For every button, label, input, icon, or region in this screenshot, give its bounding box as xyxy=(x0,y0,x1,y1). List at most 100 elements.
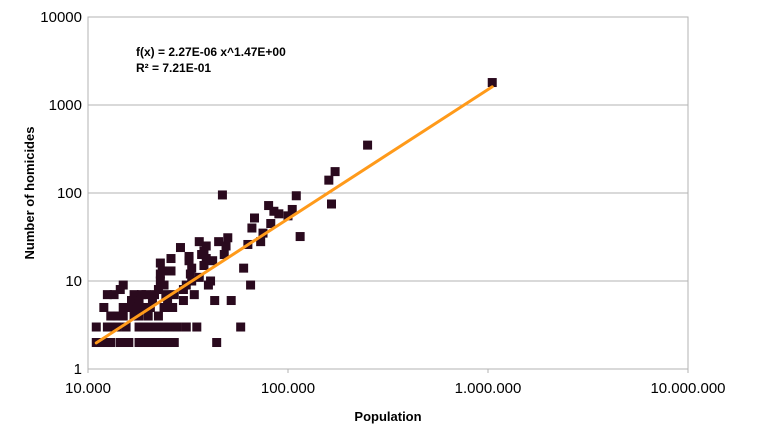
y-axis-tick-labels: 1 10 100 1000 10000 xyxy=(40,9,82,378)
data-point xyxy=(149,290,159,300)
data-point xyxy=(106,311,116,321)
data-point xyxy=(291,191,301,201)
data-point xyxy=(151,322,161,332)
data-point xyxy=(151,338,161,348)
data-point xyxy=(163,296,173,306)
data-point xyxy=(106,322,116,332)
trendline-equation: f(x) = 2.27E-06 x^1.47E+00 xyxy=(136,45,286,59)
data-point xyxy=(239,263,249,273)
data-point xyxy=(106,338,116,348)
data-point xyxy=(208,256,218,266)
data-point xyxy=(109,290,119,300)
y-tick-label: 10000 xyxy=(40,9,82,26)
x-axis-tick-labels: 10.000 100.000 1.000.000 10.000.000 xyxy=(65,369,726,397)
data-point xyxy=(185,269,195,279)
x-tick-label: 100.000 xyxy=(261,380,315,397)
data-point xyxy=(274,209,284,219)
data-point xyxy=(161,290,171,300)
data-point xyxy=(118,280,128,290)
x-tick-label: 10.000 xyxy=(65,380,111,397)
data-point xyxy=(219,250,229,260)
data-point xyxy=(330,167,340,177)
data-point xyxy=(226,296,236,306)
data-point xyxy=(143,322,153,332)
data-point xyxy=(112,311,122,321)
data-point xyxy=(250,213,260,223)
x-tick-label: 1.000.000 xyxy=(455,380,522,397)
data-point xyxy=(210,296,220,306)
data-point xyxy=(115,338,125,348)
data-point xyxy=(118,311,128,321)
data-point xyxy=(199,246,209,256)
data-point xyxy=(143,311,153,321)
data-point xyxy=(201,254,211,264)
data-point xyxy=(214,237,224,247)
data-point xyxy=(181,322,191,332)
data-point xyxy=(141,290,151,300)
data-point xyxy=(163,338,173,348)
data-point xyxy=(206,276,216,286)
data-point xyxy=(115,285,125,295)
data-point xyxy=(159,280,169,290)
data-point xyxy=(118,302,128,312)
data-point xyxy=(217,190,227,200)
data-point xyxy=(199,261,209,271)
data-point xyxy=(247,223,257,233)
data-point xyxy=(159,322,169,332)
y-tick-label: 100 xyxy=(57,185,82,202)
data-point xyxy=(363,140,373,150)
data-point xyxy=(153,285,163,295)
data-point xyxy=(112,322,122,332)
data-point xyxy=(287,204,297,214)
data-point xyxy=(236,322,246,332)
data-point xyxy=(192,322,202,332)
data-point xyxy=(121,322,131,332)
x-tick-label: 10.000.000 xyxy=(650,380,725,397)
data-point xyxy=(129,311,139,321)
data-point xyxy=(139,302,149,312)
data-point xyxy=(487,78,497,88)
data-point xyxy=(172,322,182,332)
data-point xyxy=(99,302,109,312)
data-point xyxy=(168,302,178,312)
data-point xyxy=(324,175,334,185)
data-point xyxy=(134,322,144,332)
plot-area-frame xyxy=(87,16,689,370)
trendline-r-squared: R² = 7.21E-01 xyxy=(136,61,211,75)
data-point xyxy=(184,256,194,266)
data-point xyxy=(166,266,176,276)
data-point xyxy=(147,296,157,306)
data-point xyxy=(223,233,233,243)
data-point xyxy=(194,237,204,247)
data-point xyxy=(157,266,167,276)
data-point xyxy=(95,338,105,348)
data-point xyxy=(136,290,146,300)
data-point xyxy=(187,263,197,273)
data-point xyxy=(124,338,134,348)
trendline xyxy=(94,85,494,345)
data-point xyxy=(102,290,112,300)
data-point xyxy=(129,290,139,300)
data-point xyxy=(221,241,231,251)
data-point xyxy=(326,199,336,209)
data-point xyxy=(189,290,199,300)
y-axis-title: Number of homicides xyxy=(22,127,37,260)
data-point xyxy=(295,232,305,242)
data-point xyxy=(159,302,169,312)
data-point xyxy=(169,338,179,348)
data-point xyxy=(164,322,174,332)
data-point xyxy=(153,311,163,321)
data-point xyxy=(266,219,276,229)
data-point xyxy=(134,338,144,348)
data-point xyxy=(157,338,167,348)
data-point xyxy=(166,254,176,264)
data-point xyxy=(126,296,136,306)
data-point xyxy=(258,228,268,238)
data-point xyxy=(201,241,211,251)
data-point xyxy=(256,237,266,247)
data-point xyxy=(155,258,165,268)
data-point xyxy=(246,280,256,290)
data-point xyxy=(264,201,274,211)
data-point xyxy=(169,290,179,300)
